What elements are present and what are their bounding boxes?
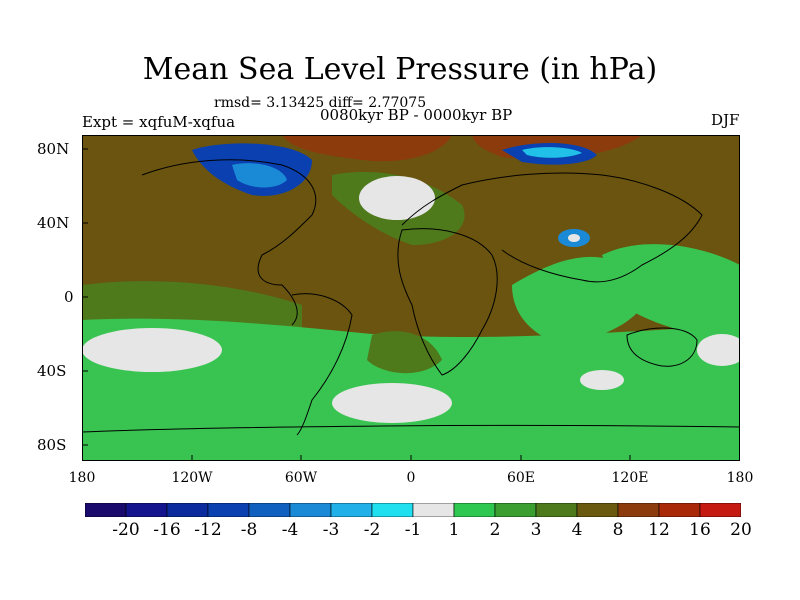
map-ticks: [82, 148, 631, 461]
fennoscandian-inner: [522, 147, 582, 158]
colorbar-swatch: [125, 503, 168, 517]
laurentide-inner: [232, 163, 287, 188]
lat-label: 0: [64, 288, 74, 306]
colorbar-label: 3: [530, 520, 542, 540]
colorbar-swatch: [617, 503, 660, 517]
lat-label: 40S: [37, 362, 67, 380]
colorbar-label: 8: [612, 520, 624, 540]
colorbar-label: 1: [448, 520, 460, 540]
colorbar-label: 16: [689, 520, 711, 540]
colorbar-label: -2: [363, 520, 381, 540]
arctic-red: [282, 135, 452, 162]
antarctica-coast: [82, 424, 740, 433]
colorbar-label: 20: [730, 520, 752, 540]
west-pacific-green: [602, 244, 740, 336]
southeast-pacific-white: [697, 334, 740, 366]
colorbar-label: 2: [489, 520, 501, 540]
lat-label: 80N: [37, 140, 70, 158]
colorbar-swatch: [494, 503, 537, 517]
colorbar-label: -8: [240, 520, 258, 540]
pressure-map: [82, 135, 740, 461]
colorbar-swatch: [371, 503, 414, 517]
lon-label: 180: [68, 470, 96, 486]
eurasia-coast: [401, 172, 703, 283]
colorbar-swatch: [166, 503, 209, 517]
colorbar-swatch: [207, 503, 250, 517]
colorbar-swatch: [330, 503, 373, 517]
colorbar-swatch: [85, 503, 127, 517]
colorbar-label: 12: [648, 520, 670, 540]
lon-label: 120E: [611, 470, 649, 486]
australia-coast: [626, 327, 698, 367]
stats-label: rmsd= 3.13425 diff= 2.77075: [214, 95, 427, 111]
lon-label: 0: [406, 470, 416, 486]
colorbar-swatch: [412, 503, 455, 517]
tibet-core: [568, 234, 580, 242]
colorbar-label: 4: [571, 520, 583, 540]
lon-label: 120W: [171, 470, 213, 486]
colorbar-label: -4: [281, 520, 299, 540]
season-label: DJF: [711, 111, 740, 129]
south-pacific-white: [82, 328, 222, 372]
lon-label: 60W: [284, 470, 318, 486]
page-title: Mean Sea Level Pressure (in hPa): [142, 52, 658, 87]
lat-label: 80S: [37, 436, 67, 454]
south-america-coast: [291, 293, 353, 436]
lon-label: 180: [726, 470, 754, 486]
north-america-coast: [141, 159, 317, 326]
colorbar-label: -3: [322, 520, 340, 540]
south-atlantic-white: [332, 383, 452, 423]
colorbar-swatch: [248, 503, 291, 517]
colorbar-swatch: [535, 503, 578, 517]
north-atlantic-white: [359, 176, 435, 220]
colorbar-swatch: [289, 503, 332, 517]
colorbar-swatch: [453, 503, 496, 517]
experiment-label: Expt = xqfuM-xqfua: [82, 113, 236, 131]
colorbar-label: -20: [112, 520, 140, 540]
colorbar-swatch: [658, 503, 701, 517]
colorbar-swatch: [699, 503, 741, 517]
colorbar-label: -16: [153, 520, 181, 540]
lon-label: 60E: [506, 470, 536, 486]
colorbar-label: -1: [404, 520, 422, 540]
period-label: 0080kyr BP - 0000kyr BP: [320, 106, 513, 124]
africa-coast: [397, 228, 498, 376]
lat-label: 40N: [37, 214, 70, 232]
colorbar-swatch: [576, 503, 619, 517]
coastlines: [82, 159, 740, 436]
indian-ocean-white: [580, 370, 624, 390]
colorbar-label: -12: [194, 520, 222, 540]
colorbar: [85, 503, 741, 517]
